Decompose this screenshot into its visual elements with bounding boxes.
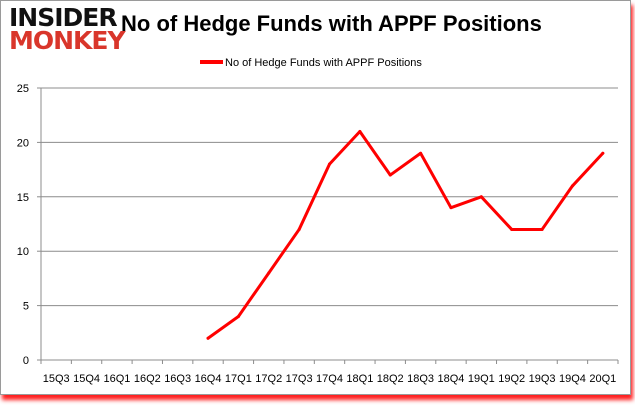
y-tick-label: 0 [23, 355, 29, 367]
x-tick-label: 17Q3 [286, 373, 313, 385]
x-tick-label: 18Q2 [377, 373, 404, 385]
x-tick-label: 16Q3 [164, 373, 191, 385]
x-tick-label: 16Q2 [134, 373, 161, 385]
y-tick-label: 5 [23, 301, 29, 313]
y-tick-label: 10 [17, 246, 29, 258]
x-tick-label: 17Q1 [225, 373, 252, 385]
x-tick-label: 16Q4 [195, 373, 222, 385]
legend: No of Hedge Funds with APPF Positions [200, 57, 422, 69]
x-tick-label: 18Q3 [407, 373, 434, 385]
x-tick-label: 19Q3 [529, 373, 556, 385]
x-tick-label: 17Q2 [255, 373, 282, 385]
x-tick-label: 17Q4 [316, 373, 343, 385]
chart-frame: INSIDER MONKEY No of Hedge Funds with AP… [0, 0, 631, 395]
chart-title: No of Hedge Funds with APPF Positions [121, 11, 542, 36]
logo-line2: MONKEY [9, 26, 126, 55]
x-tick-label: 15Q3 [43, 373, 70, 385]
x-tick-label: 19Q4 [559, 373, 586, 385]
y-tick-label: 20 [17, 137, 29, 149]
x-tick-label: 19Q2 [498, 373, 525, 385]
insider-monkey-logo: INSIDER MONKEY [9, 3, 126, 55]
x-tick-label: 18Q1 [346, 373, 373, 385]
y-tick-label: 15 [17, 192, 29, 204]
series-line [206, 130, 605, 340]
x-tick-label: 15Q4 [73, 373, 100, 385]
legend-label: No of Hedge Funds with APPF Positions [225, 57, 422, 69]
y-tick-label: 25 [17, 83, 29, 95]
x-tick-label: 18Q4 [438, 373, 465, 385]
x-tick-label: 16Q1 [103, 373, 130, 385]
logo-line1: INSIDER [9, 3, 118, 32]
x-tick-label: 19Q1 [468, 373, 495, 385]
x-tick-label: 20Q1 [589, 373, 616, 385]
